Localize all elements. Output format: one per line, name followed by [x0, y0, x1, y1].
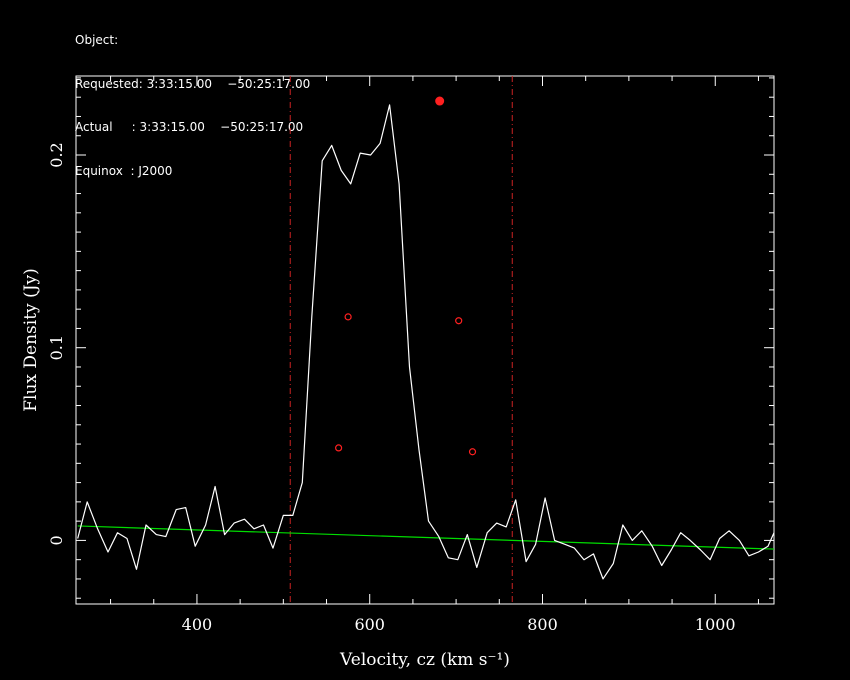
y-tick-label: 0.2 — [47, 142, 66, 167]
y-tick-label: 0 — [47, 535, 66, 545]
plot-frame — [75, 75, 775, 605]
actual-dec: −50:25:17.00 — [220, 120, 304, 134]
spectrum-series — [77, 104, 775, 580]
x-tick-label: 1000 — [695, 615, 736, 634]
y-axis-title: Flux Density (Jy) — [21, 268, 41, 412]
y-tick-labels: 0 0.1 0.2 — [47, 142, 66, 545]
peak-marker — [435, 96, 445, 106]
width-marker — [468, 448, 477, 456]
x-tick-label: 800 — [527, 615, 558, 634]
object-label: Object: — [75, 33, 119, 47]
requested-label: Requested: — [75, 76, 143, 91]
x-axis-title: Velocity, cz (km s⁻¹) — [339, 650, 510, 670]
width-marker — [344, 313, 352, 321]
x-tick-labels: 400 600 800 1000 — [182, 615, 736, 634]
width-markers — [335, 96, 477, 456]
requested-ra: 3:33:15.00 — [146, 76, 212, 91]
equinox-value: J2000 — [138, 163, 173, 178]
baseline-line — [77, 525, 775, 550]
width-marker — [455, 317, 463, 325]
actual-line: Actual : 3:33:15.00 −50:25:17.00 — [75, 120, 310, 135]
y-tick-label: 0.1 — [47, 335, 66, 360]
object-line: Object: — [75, 33, 310, 48]
requested-dec: −50:25:17.00 — [227, 76, 311, 91]
x-tick-label: 400 — [182, 615, 213, 634]
equinox-label: Equinox : — [75, 163, 135, 178]
width-marker — [335, 444, 343, 452]
equinox-line: Equinox : J2000 — [75, 164, 310, 179]
header-info: Object: Requested: 3:33:15.00 −50:25:17.… — [75, 4, 310, 193]
actual-ra: 3:33:15.00 — [139, 120, 205, 134]
requested-line: Requested: 3:33:15.00 −50:25:17.00 — [75, 77, 310, 92]
baseline-fit — [77, 525, 775, 550]
window-lines — [289, 76, 513, 604]
axis-ticks — [76, 76, 774, 604]
actual-label: Actual : — [75, 120, 136, 134]
spectrum-line — [77, 104, 775, 580]
x-tick-label: 600 — [354, 615, 385, 634]
